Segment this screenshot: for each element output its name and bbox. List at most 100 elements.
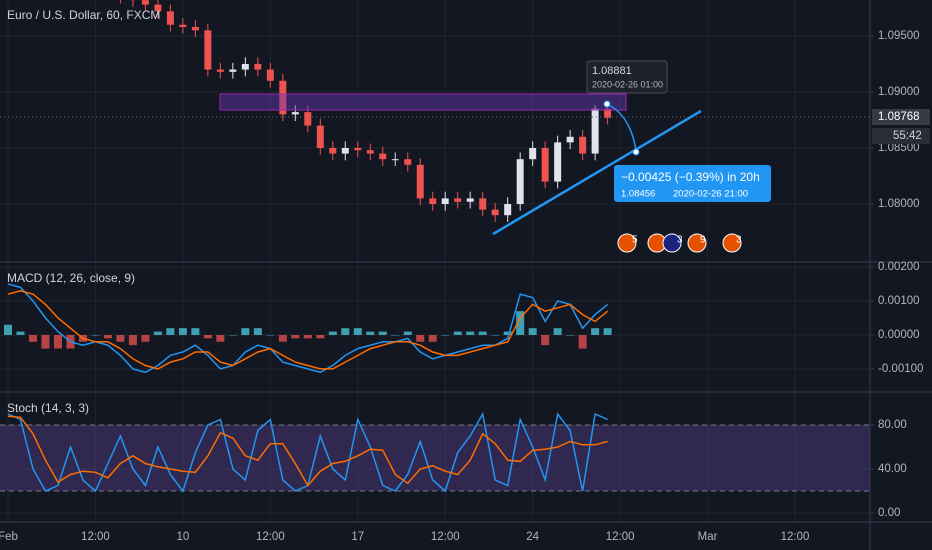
histogram-bar <box>216 334 225 342</box>
histogram-bar <box>566 334 575 336</box>
measure-start <box>603 100 611 108</box>
y-tick-label: 1.09000 <box>878 86 920 98</box>
histogram-bar <box>253 328 262 335</box>
price-zone <box>219 93 627 111</box>
y-tick-label: 40.00 <box>878 463 907 475</box>
histogram-bar <box>266 334 275 336</box>
x-tick-label: 17 <box>351 531 364 543</box>
event-icon[interactable] <box>617 233 637 253</box>
candle-body <box>266 69 274 81</box>
last-price-label <box>872 109 930 125</box>
histogram-bar <box>391 334 400 336</box>
candle-body <box>504 204 512 216</box>
histogram-bar <box>516 311 525 335</box>
histogram-bar <box>403 331 412 335</box>
candle-body <box>516 159 524 205</box>
histogram-bar <box>241 328 250 335</box>
event-icon[interactable] <box>662 233 682 253</box>
histogram-bar <box>528 328 537 335</box>
countdown-label <box>872 128 930 144</box>
candle-body <box>416 164 424 199</box>
y-tick-label: 0.00200 <box>878 261 920 273</box>
event-icon[interactable] <box>687 233 707 253</box>
candle-body <box>304 112 312 126</box>
candle-body <box>166 11 174 25</box>
histogram-bar <box>491 334 500 336</box>
candle-body <box>241 63 249 70</box>
tooltip-time: 2020-02-26 01:00 <box>592 79 663 89</box>
histogram-bar <box>453 331 462 335</box>
stoch-title: Stoch (14, 3, 3) <box>7 401 89 415</box>
histogram-bar <box>53 334 62 349</box>
chart-title: Euro / U.S. Dollar, 60, FXCM <box>7 8 160 22</box>
event-count: 9 <box>700 235 706 246</box>
candle-body <box>579 136 587 154</box>
countdown: 55:42 <box>893 130 922 142</box>
trend-line <box>492 109 702 236</box>
histogram-bar <box>191 328 200 335</box>
candle-body <box>391 159 399 161</box>
candle-body <box>379 153 387 160</box>
histogram-bar <box>278 334 287 342</box>
series-line <box>7 415 608 487</box>
histogram-bar <box>91 334 100 336</box>
measure-box <box>614 165 771 202</box>
measure-time: 2020-02-26 21:00 <box>673 189 748 200</box>
histogram-bar <box>228 334 237 336</box>
candle-body <box>154 4 162 12</box>
histogram-bar <box>141 334 150 342</box>
candle-body <box>279 80 287 115</box>
measure-text: −0.00425 (−0.39%) in 20h <box>621 170 760 184</box>
candle-body <box>529 147 537 160</box>
histogram-bar <box>178 328 187 335</box>
candle-body <box>479 198 487 210</box>
x-tick-label: 12:00 <box>81 531 110 543</box>
candle-body <box>341 147 349 154</box>
candle-body <box>604 108 612 118</box>
histogram-bar <box>603 328 612 335</box>
candle-body <box>291 112 299 115</box>
candle-body <box>491 209 499 216</box>
histogram-bar <box>28 334 37 342</box>
histogram-bar <box>541 334 550 346</box>
stoch-pane <box>0 411 870 493</box>
y-tick-label: -0.00100 <box>878 363 923 375</box>
histogram-bar <box>291 334 300 339</box>
histogram-bar <box>328 331 337 335</box>
histogram-bar <box>128 334 137 346</box>
histogram-bar <box>303 334 312 339</box>
x-tick-label: Mar <box>698 531 718 543</box>
candle-body <box>566 136 574 143</box>
candle-body <box>229 69 237 72</box>
series-line <box>7 283 609 374</box>
series-line <box>7 290 609 370</box>
y-tick-label: 1.08000 <box>878 198 920 210</box>
histogram-bar <box>428 334 437 342</box>
histogram-bar <box>378 331 387 335</box>
measure-end <box>632 148 640 156</box>
macd-pane <box>4 283 612 374</box>
x-tick-label: 24 <box>526 531 539 543</box>
event-icon[interactable] <box>722 233 742 253</box>
candle-body <box>591 108 599 154</box>
histogram-bar <box>316 334 325 339</box>
y-tick-label: 0.00000 <box>878 329 920 341</box>
y-tick-label: 80.00 <box>878 419 907 431</box>
candle-body <box>441 198 449 205</box>
candle-body <box>216 69 224 72</box>
x-tick-label: 12:00 <box>256 531 285 543</box>
price-pane <box>107 0 612 222</box>
histogram-bar <box>466 331 475 335</box>
candle-body <box>316 125 324 148</box>
candle-body <box>191 26 199 31</box>
candle-body <box>541 147 549 182</box>
candle-body <box>141 0 149 5</box>
histogram-bar <box>16 331 25 335</box>
histogram-bar <box>116 334 125 342</box>
histogram-bar <box>41 334 50 349</box>
candle-body <box>429 198 437 205</box>
candle-body <box>204 30 212 70</box>
y-tick-label: 0.00100 <box>878 295 920 307</box>
candle-body <box>254 63 262 70</box>
